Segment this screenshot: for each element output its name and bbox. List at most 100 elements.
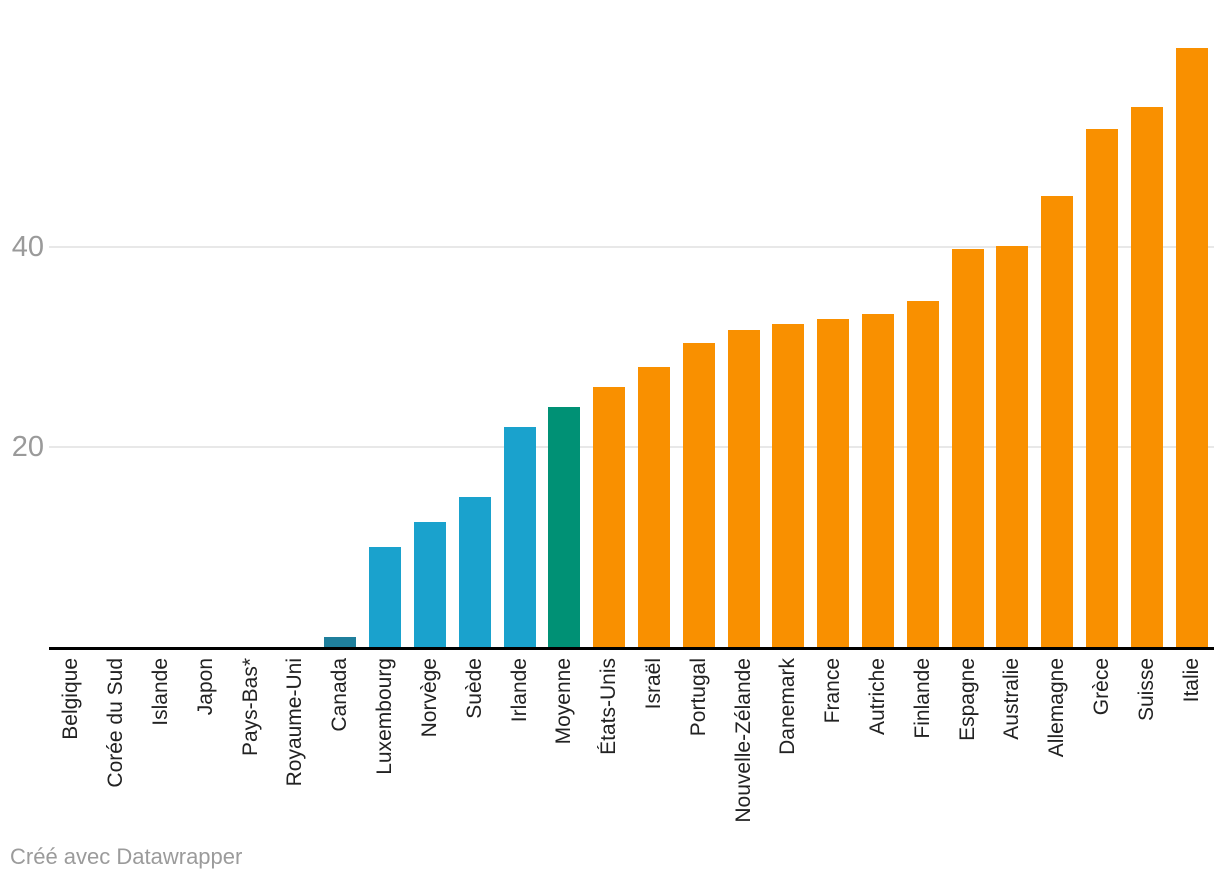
bar[interactable] bbox=[503, 427, 536, 647]
bar-slot bbox=[676, 47, 721, 647]
x-axis-label: Grèce bbox=[1090, 658, 1114, 716]
x-label-slot: Portugal bbox=[676, 658, 721, 823]
x-axis-label: Irlande bbox=[507, 658, 531, 723]
bar[interactable] bbox=[682, 343, 715, 647]
x-label-slot: Israël bbox=[632, 658, 677, 823]
x-axis-label: Canada bbox=[328, 658, 352, 732]
x-label-slot: Autriche bbox=[856, 658, 901, 823]
bar-slot bbox=[139, 47, 184, 647]
x-label-slot: Irlande bbox=[497, 658, 542, 823]
bar[interactable] bbox=[369, 547, 402, 647]
bar-slot bbox=[945, 47, 990, 647]
bar[interactable] bbox=[413, 522, 446, 647]
bar[interactable] bbox=[593, 387, 626, 647]
x-axis-label: Suède bbox=[462, 658, 486, 719]
bar-slot bbox=[49, 47, 94, 647]
bar-slot bbox=[273, 47, 318, 647]
x-axis-label: Suisse bbox=[1134, 658, 1158, 722]
x-axis-label: Portugal bbox=[686, 658, 710, 737]
x-label-slot: Nouvelle-Zélande bbox=[721, 658, 766, 823]
bar-slot bbox=[363, 47, 408, 647]
x-label-slot: Corée du Sud bbox=[94, 658, 139, 823]
x-axis-label: Finlande bbox=[910, 658, 934, 739]
x-axis-label: Allemagne bbox=[1045, 658, 1069, 758]
x-axis-labels: Belgique Corée du Sud Islande Japon Pays-Bas… bbox=[49, 658, 1214, 823]
x-axis-label: Norvège bbox=[417, 658, 441, 738]
bar-slot bbox=[721, 47, 766, 647]
bar[interactable] bbox=[1041, 196, 1074, 647]
bar-slot bbox=[542, 47, 587, 647]
x-label-slot: Danemark bbox=[766, 658, 811, 823]
x-label-slot: Islande bbox=[139, 658, 184, 823]
x-axis-label: Nouvelle-Zélande bbox=[731, 658, 755, 823]
x-axis-label: Islande bbox=[149, 658, 173, 726]
x-label-slot: Suisse bbox=[1125, 658, 1170, 823]
x-label-slot: Japon bbox=[183, 658, 228, 823]
x-label-slot: Italie bbox=[1169, 658, 1214, 823]
bar-slot bbox=[766, 47, 811, 647]
gridlines bbox=[49, 47, 1214, 647]
bar[interactable] bbox=[1086, 129, 1119, 647]
bar[interactable] bbox=[772, 324, 805, 647]
x-label-slot: Suède bbox=[452, 658, 497, 823]
bar[interactable] bbox=[458, 497, 491, 647]
x-axis-label: Danemark bbox=[776, 658, 800, 755]
bar[interactable] bbox=[637, 367, 670, 647]
x-axis-label: Moyenne bbox=[552, 658, 576, 745]
y-tick-label: 40 bbox=[11, 231, 44, 263]
bar-slot bbox=[1080, 47, 1125, 647]
bar-slot bbox=[900, 47, 945, 647]
x-label-slot: Australie bbox=[990, 658, 1035, 823]
bar-slot bbox=[318, 47, 363, 647]
bar[interactable] bbox=[324, 637, 357, 647]
gridline bbox=[49, 446, 1214, 448]
bar-slot bbox=[228, 47, 273, 647]
bar[interactable] bbox=[727, 330, 760, 647]
bar-slot bbox=[990, 47, 1035, 647]
bar-slot bbox=[452, 47, 497, 647]
bar-slot bbox=[408, 47, 453, 647]
x-axis-label: Japon bbox=[193, 658, 217, 716]
x-axis-label: Belgique bbox=[59, 658, 83, 740]
x-label-slot: Grèce bbox=[1080, 658, 1125, 823]
x-label-slot: France bbox=[811, 658, 856, 823]
x-label-slot: Luxembourg bbox=[363, 658, 408, 823]
x-axis-label: Italie bbox=[1179, 658, 1203, 703]
x-axis-label: France bbox=[821, 658, 845, 724]
x-label-slot: Pays-Bas* bbox=[228, 658, 273, 823]
bar[interactable] bbox=[1130, 107, 1163, 647]
bar[interactable] bbox=[996, 246, 1029, 647]
y-tick-label: 20 bbox=[11, 431, 44, 463]
bar-slot bbox=[497, 47, 542, 647]
x-axis-label: Royaume-Uni bbox=[283, 658, 307, 787]
x-axis-label: Pays-Bas* bbox=[238, 658, 262, 757]
datawrapper-credit-link[interactable]: Créé avec Datawrapper bbox=[10, 844, 243, 869]
plot-area bbox=[49, 47, 1214, 647]
bar[interactable] bbox=[548, 407, 581, 647]
gridline bbox=[49, 246, 1214, 248]
bars bbox=[49, 47, 1214, 647]
x-label-slot: Moyenne bbox=[542, 658, 587, 823]
x-axis-label: Autriche bbox=[866, 658, 890, 736]
bar[interactable] bbox=[817, 319, 850, 647]
bar-slot bbox=[1125, 47, 1170, 647]
x-axis-label: Israël bbox=[641, 658, 665, 710]
x-label-slot: Norvège bbox=[408, 658, 453, 823]
bar-slot bbox=[1169, 47, 1214, 647]
x-axis-label: Luxembourg bbox=[373, 658, 397, 775]
bar[interactable] bbox=[1175, 48, 1208, 647]
x-axis-label: États-Unis bbox=[597, 658, 621, 755]
bar[interactable] bbox=[862, 314, 895, 647]
bar[interactable] bbox=[906, 301, 939, 647]
x-label-slot: Espagne bbox=[945, 658, 990, 823]
x-axis-label: Australie bbox=[1000, 658, 1024, 740]
x-axis-label: Corée du Sud bbox=[104, 658, 128, 788]
bar-slot bbox=[1035, 47, 1080, 647]
x-axis-line bbox=[49, 647, 1214, 650]
bar[interactable] bbox=[951, 249, 984, 647]
bar-slot bbox=[183, 47, 228, 647]
x-label-slot: Finlande bbox=[900, 658, 945, 823]
bar-slot bbox=[632, 47, 677, 647]
x-label-slot: États-Unis bbox=[587, 658, 632, 823]
